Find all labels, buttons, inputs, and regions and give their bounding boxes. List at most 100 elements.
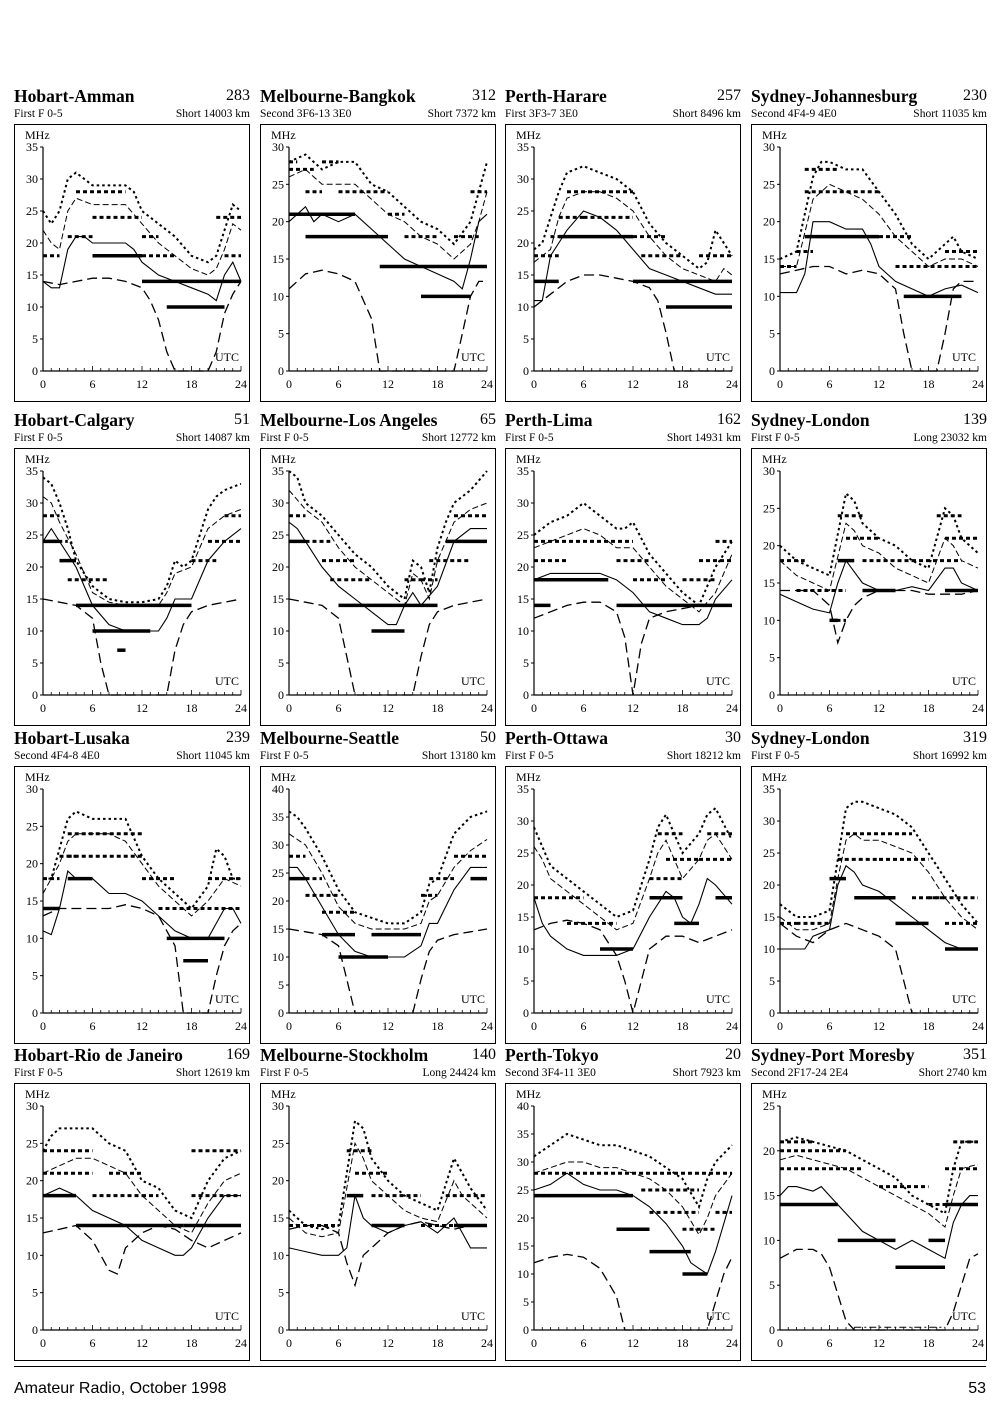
chart-title: Hobart-Lusaka <box>14 728 130 748</box>
x-tick-label: 12 <box>382 1019 394 1033</box>
lower-curve <box>779 1248 979 1331</box>
frequency-curve <box>533 572 733 626</box>
y-tick-label: 0 <box>32 364 38 378</box>
y-axis-label: MHz <box>762 452 787 466</box>
x-tick-label: 24 <box>235 377 247 391</box>
y-tick-label: 20 <box>26 1174 38 1188</box>
x-tick-label: 0 <box>531 377 537 391</box>
y-axis-label: MHz <box>516 452 541 466</box>
y-tick-label: 0 <box>523 1006 529 1020</box>
y-tick-label: 20 <box>26 236 38 250</box>
route-label: Short 8496 km <box>672 108 741 120</box>
y-tick-label: 25 <box>763 1099 775 1113</box>
x-tick-label: 24 <box>972 1336 984 1350</box>
chart-header: Melbourne-Bangkok 312 <box>260 86 496 108</box>
y-tick-label: 30 <box>26 496 38 510</box>
y-tick-label: 0 <box>769 1323 775 1337</box>
chart-panel: Sydney-Port Moresby 351 Second 2F17-24 2E4… <box>751 1045 991 1365</box>
chart-title: Hobart-Amman <box>14 86 135 106</box>
upper-curve <box>288 470 488 601</box>
route-label: Long 23032 km <box>913 432 987 444</box>
route-label: Long 24424 km <box>422 1067 496 1079</box>
chart-subtitle: First F 0-5 Long 24424 km <box>260 1067 496 1081</box>
plot-box: 0 5 10 15 20 25 30 35 0 6 12 18 24 MHz UTC <box>14 448 250 726</box>
x-tick-label: 18 <box>186 1019 198 1033</box>
chart-svg: 0 5 10 15 20 25 30 35 0 6 12 18 24 MHz UTC <box>25 128 247 391</box>
bearing-label: 230 <box>963 87 987 104</box>
lower-curve <box>42 904 242 1014</box>
y-tick-label: 5 <box>32 656 38 670</box>
frequency-curve <box>42 1187 241 1256</box>
x-tick-label: 12 <box>627 1336 639 1350</box>
utc-label: UTC <box>952 674 976 688</box>
y-axis-label: MHz <box>25 452 50 466</box>
x-tick-label: 24 <box>235 1336 247 1350</box>
chart-svg: 0 5 10 15 20 25 30 0 6 12 18 24 MHz UTC <box>271 1087 493 1350</box>
chart-svg: 0 5 10 15 20 25 30 35 40 0 6 12 18 24 MHz UTC <box>516 1087 738 1350</box>
x-tick-label: 6 <box>90 1336 96 1350</box>
y-tick-label: 10 <box>763 942 775 956</box>
y-tick-label: 20 <box>517 878 529 892</box>
lower-curve <box>288 928 488 1014</box>
mode-label: Second 3F6-13 3E0 <box>260 108 352 120</box>
y-axis-label: MHz <box>25 1087 50 1101</box>
plot-box: 0 5 10 15 20 25 30 35 0 6 12 18 24 MHz UTC <box>14 124 250 402</box>
y-axis-label: MHz <box>271 1087 296 1101</box>
y-tick-label: 15 <box>517 910 529 924</box>
y-tick-label: 10 <box>26 624 38 638</box>
chart-subtitle: Second 3F6-13 3E0 Short 7372 km <box>260 108 496 122</box>
x-tick-label: 12 <box>382 701 394 715</box>
x-tick-label: 0 <box>531 1019 537 1033</box>
mode-label: First F 0-5 <box>14 432 63 444</box>
y-tick-label: 25 <box>272 528 284 542</box>
mode-label: First F 0-5 <box>505 750 554 762</box>
lower-curve <box>779 922 978 1014</box>
y-tick-label: 20 <box>763 1144 775 1158</box>
y-tick-label: 0 <box>523 688 529 702</box>
x-tick-label: 18 <box>186 377 198 391</box>
chart-subtitle: First 3F3-7 3E0 Short 8496 km <box>505 108 741 122</box>
y-tick-label: 35 <box>517 782 529 796</box>
upper-curve <box>779 160 979 261</box>
x-tick-label: 6 <box>581 1336 587 1350</box>
chart-header: Perth-Ottawa 30 <box>505 728 741 750</box>
x-tick-label: 6 <box>827 701 833 715</box>
utc-label: UTC <box>461 1309 485 1323</box>
mode-label: Second 2F17-24 2E4 <box>751 1067 849 1079</box>
x-tick-label: 0 <box>286 377 292 391</box>
y-tick-label: 30 <box>272 1099 284 1113</box>
y-tick-label: 25 <box>763 846 775 860</box>
y-tick-label: 25 <box>272 1136 284 1150</box>
utc-label: UTC <box>952 992 976 1006</box>
chart-subtitle: First F 0-5 Long 23032 km <box>751 432 987 446</box>
mode-label: First F 0-5 <box>751 750 800 762</box>
y-tick-label: 30 <box>272 838 284 852</box>
x-tick-label: 24 <box>481 1019 493 1033</box>
y-tick-label: 5 <box>769 651 775 665</box>
plot-box: 0 5 10 15 20 25 30 35 40 0 6 12 18 24 MHz UTC <box>260 766 496 1044</box>
x-tick-label: 0 <box>286 701 292 715</box>
y-tick-label: 5 <box>769 327 775 341</box>
chart-subtitle: First F 0-5 Short 13180 km <box>260 750 496 764</box>
utc-label: UTC <box>461 350 485 364</box>
mode-label: First F 0-5 <box>14 108 63 120</box>
route-label: Short 12772 km <box>421 432 496 444</box>
chart-header: Sydney-London 139 <box>751 410 987 432</box>
y-tick-label: 5 <box>523 656 529 670</box>
chart-svg: 0 5 10 15 20 25 30 0 6 12 18 24 MHz UTC <box>25 770 247 1033</box>
y-tick-label: 0 <box>32 688 38 702</box>
chart-title: Melbourne-Stockholm <box>260 1045 429 1065</box>
x-tick-label: 12 <box>873 1336 885 1350</box>
y-tick-label: 5 <box>278 1286 284 1300</box>
bearing-label: 139 <box>963 411 987 428</box>
chart-panel: Melbourne-Bangkok 312 Second 3F6-13 3E0 Sho… <box>260 86 500 406</box>
upper-curve <box>533 165 733 270</box>
lower-curve <box>779 265 978 372</box>
y-tick-label: 0 <box>32 1323 38 1337</box>
plot-box: 0 5 10 15 20 25 30 0 6 12 18 24 MHz UTC <box>751 124 987 402</box>
chart-title: Hobart-Rio de Janeiro <box>14 1045 183 1065</box>
upper-curve <box>779 491 979 577</box>
y-tick-label: 5 <box>32 969 38 983</box>
y-tick-label: 10 <box>26 931 38 945</box>
x-tick-label: 18 <box>677 1336 689 1350</box>
